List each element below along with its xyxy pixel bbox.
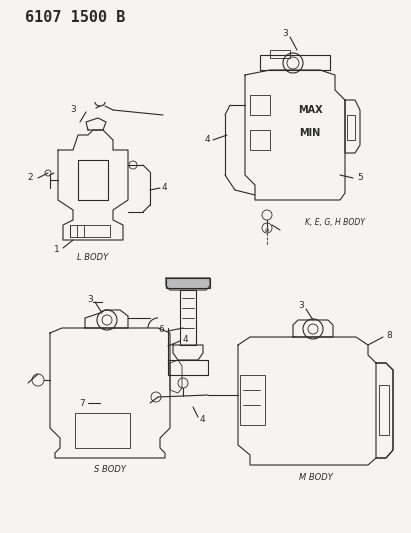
- Text: 4: 4: [162, 182, 168, 191]
- Bar: [166, 278, 210, 288]
- Text: ⌀: ⌀: [265, 227, 269, 233]
- Bar: [70, 225, 110, 237]
- Bar: [250, 130, 270, 150]
- Bar: [347, 115, 355, 140]
- Text: 2: 2: [28, 174, 33, 182]
- Text: K, E, G, H BODY: K, E, G, H BODY: [305, 219, 365, 228]
- Bar: [180, 290, 196, 345]
- Text: 6107 1500 B: 6107 1500 B: [25, 11, 125, 26]
- Bar: [75, 413, 130, 448]
- Text: 4: 4: [183, 335, 189, 344]
- Bar: [379, 385, 389, 435]
- Text: 1: 1: [54, 246, 60, 254]
- Bar: [168, 360, 208, 375]
- Text: 3: 3: [87, 295, 93, 304]
- Bar: [270, 50, 290, 58]
- Text: 3: 3: [282, 28, 288, 37]
- Text: 6: 6: [158, 326, 164, 335]
- Text: 4: 4: [200, 416, 206, 424]
- Text: M BODY: M BODY: [299, 472, 333, 481]
- Text: L BODY: L BODY: [77, 254, 109, 262]
- Text: 5: 5: [357, 174, 363, 182]
- Bar: [240, 375, 265, 425]
- Text: 4: 4: [204, 135, 210, 144]
- Text: 3: 3: [298, 302, 304, 311]
- Text: MAX: MAX: [298, 105, 322, 115]
- Text: 7: 7: [79, 399, 85, 408]
- Text: S BODY: S BODY: [94, 465, 126, 474]
- Text: 3: 3: [70, 106, 76, 115]
- Text: 8: 8: [386, 330, 392, 340]
- Bar: [250, 95, 270, 115]
- Text: MIN: MIN: [299, 128, 321, 138]
